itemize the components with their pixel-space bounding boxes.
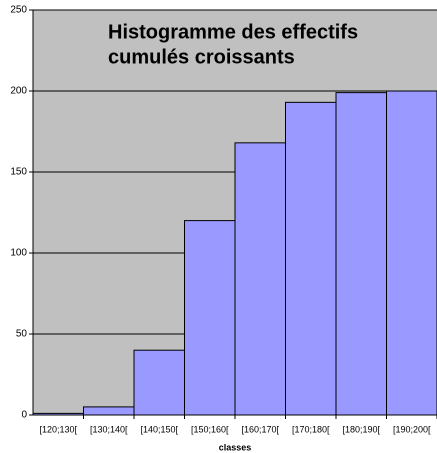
bar <box>285 101 337 416</box>
bar <box>335 92 387 416</box>
bar <box>133 349 185 416</box>
x-tick-label: [170;180[ <box>292 424 330 434</box>
y-tick-label: 0 <box>21 410 27 421</box>
y-tick-label: 150 <box>10 167 27 178</box>
y-tick-label: 100 <box>10 248 27 259</box>
y-tick-label: 50 <box>16 329 28 340</box>
chart-title: cumulés croissants <box>108 46 295 68</box>
bar <box>83 406 135 416</box>
x-tick-label: [140;150[ <box>140 424 178 434</box>
y-tick-label: 250 <box>10 5 27 16</box>
y-tick-label: 200 <box>10 86 27 97</box>
bars <box>32 90 437 416</box>
x-tick-label: [160;170[ <box>241 424 279 434</box>
bar <box>234 142 286 416</box>
bar <box>184 220 236 416</box>
bar <box>386 90 437 416</box>
x-tick-label: [180;190[ <box>342 424 380 434</box>
x-tick-label: [120;130[ <box>39 424 77 434</box>
x-tick-label: [190;200[ <box>393 424 431 434</box>
x-tick-label: [130;140[ <box>90 424 128 434</box>
chart-title: Histogramme des effectifs <box>108 21 358 43</box>
x-axis-label: classes <box>219 442 252 452</box>
x-tick-label: [150;160[ <box>191 424 229 434</box>
